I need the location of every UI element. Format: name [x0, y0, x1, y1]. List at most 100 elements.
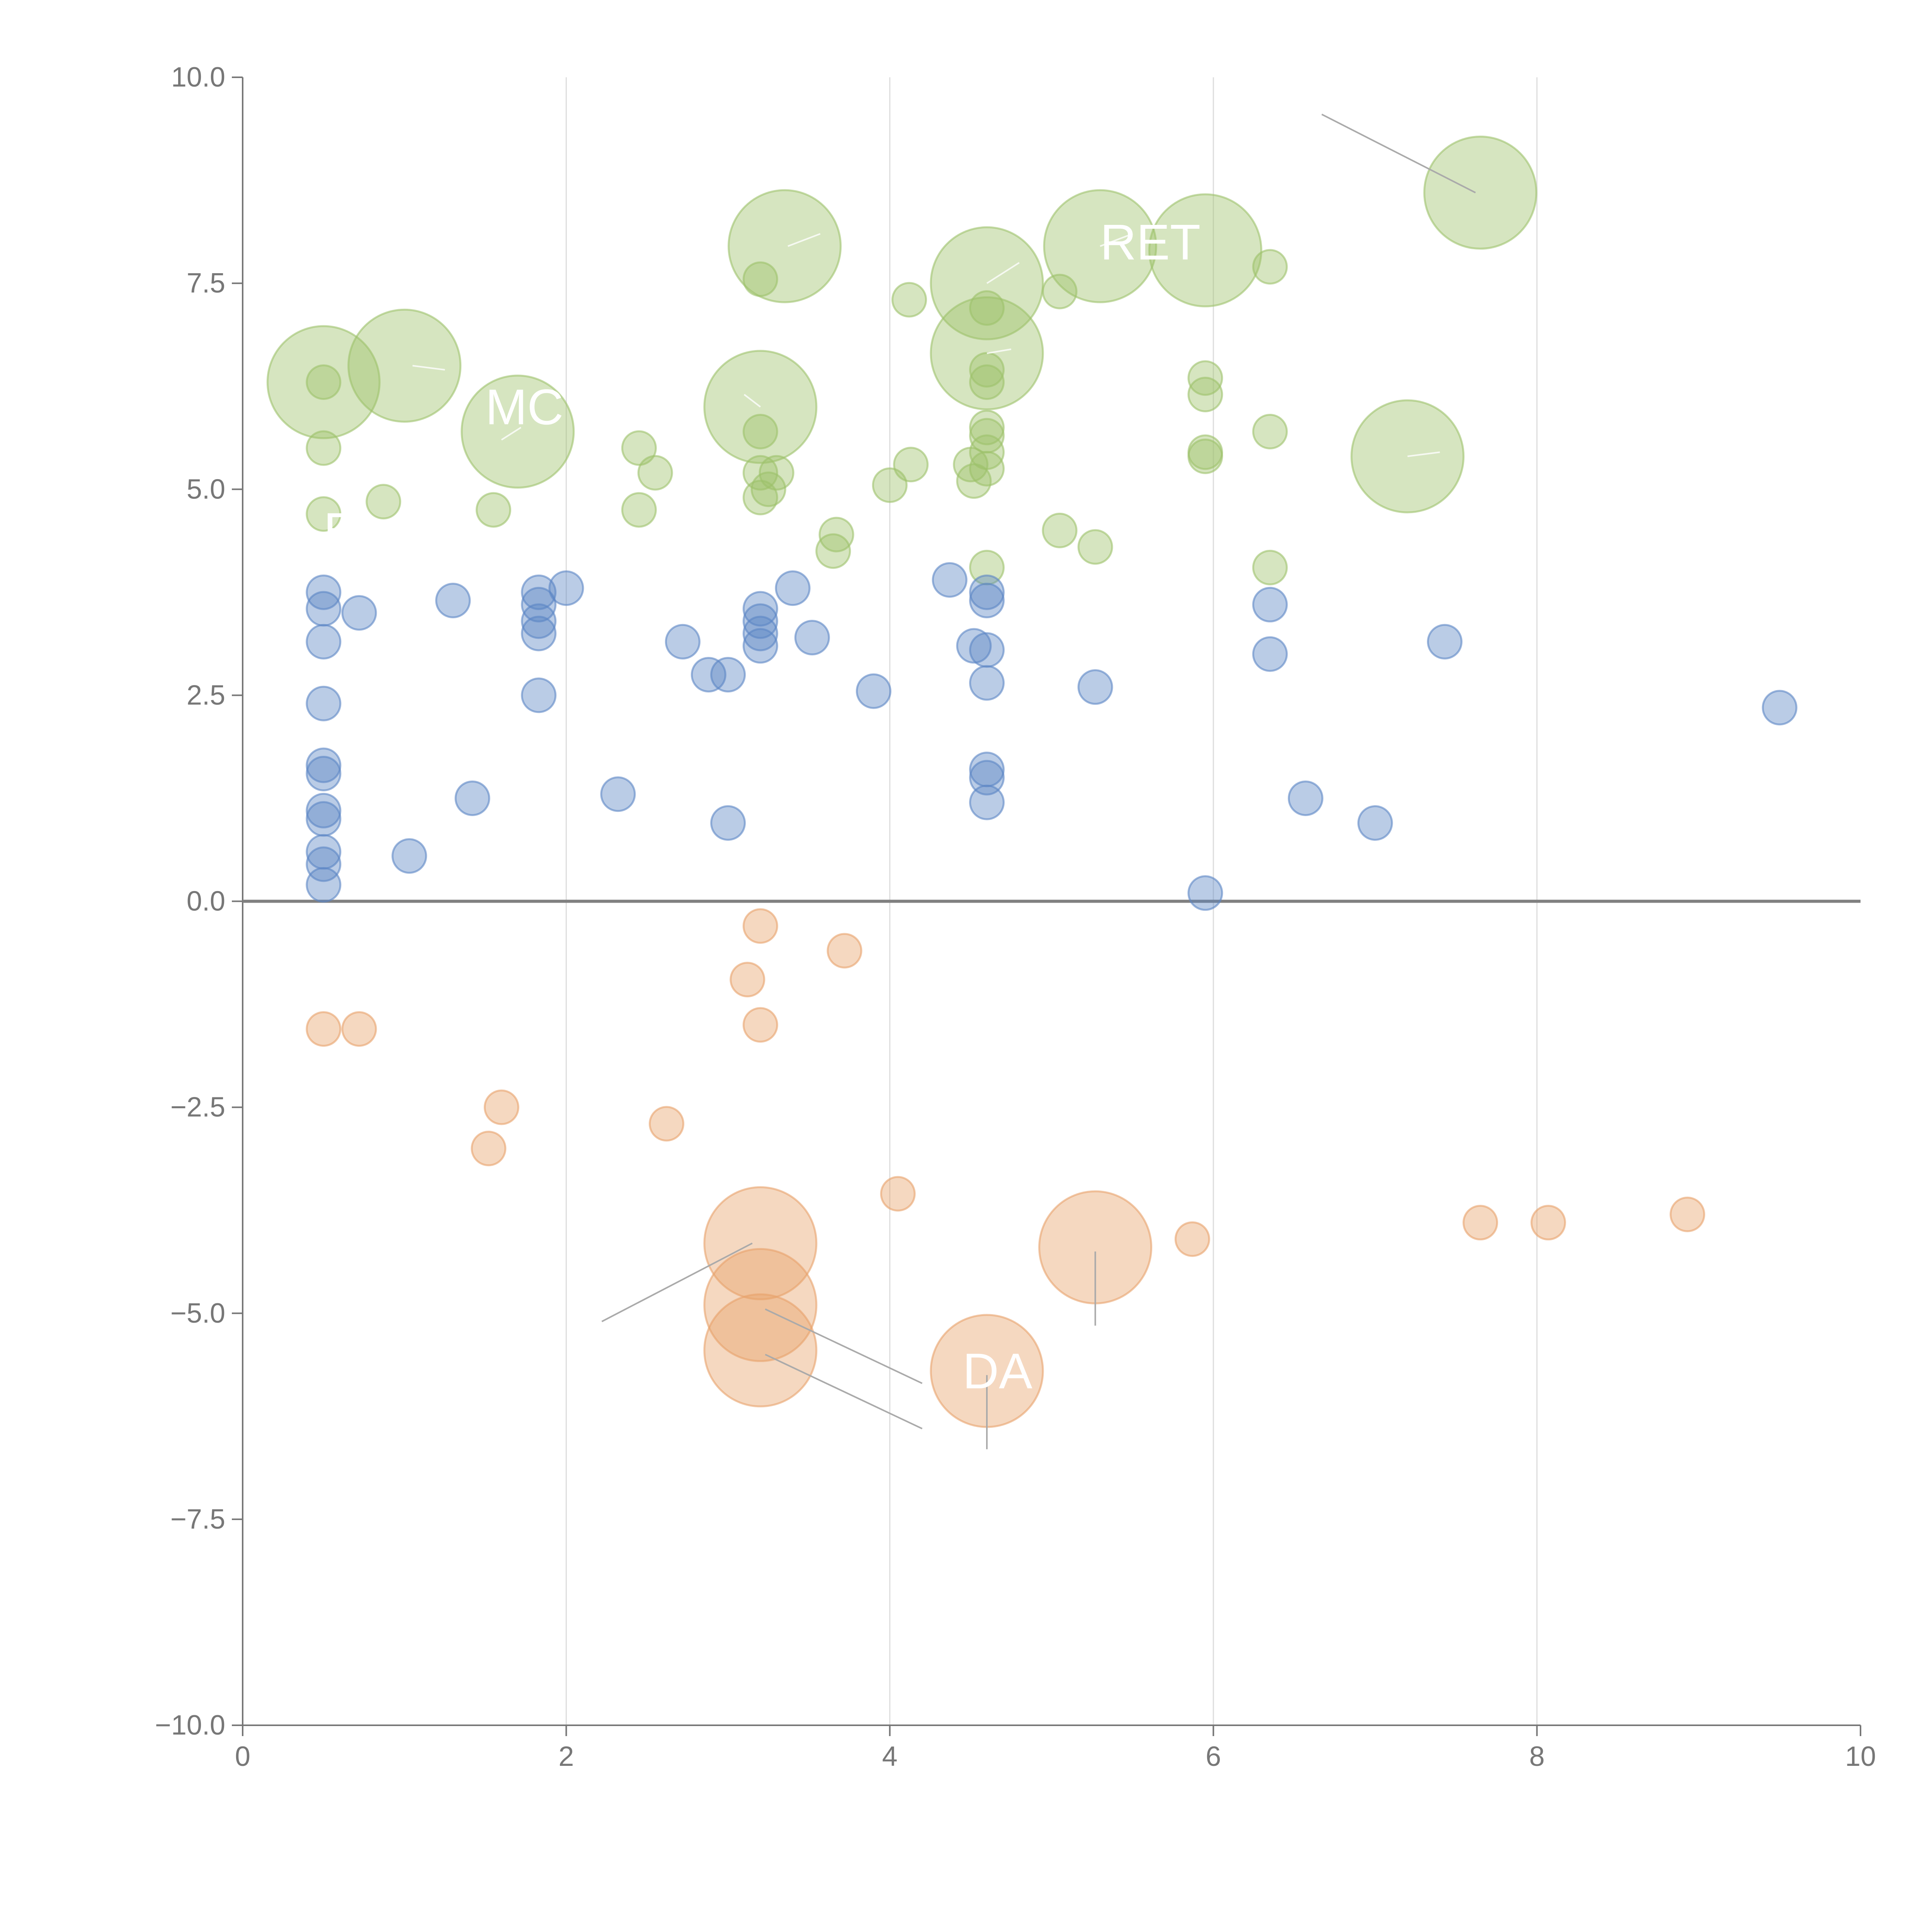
blue-bubble — [969, 784, 1005, 820]
orange-bubble — [1174, 1221, 1210, 1257]
green-bubble — [366, 484, 401, 520]
orange-bubble — [471, 1131, 507, 1167]
blue-bubble — [1187, 875, 1223, 911]
orange-bubble — [703, 1248, 818, 1362]
green-bubble — [818, 517, 854, 553]
green-bubble — [266, 325, 381, 439]
blue-bubble — [1427, 624, 1463, 660]
leader-line — [601, 1242, 753, 1322]
green-bubble — [306, 430, 342, 466]
y-tick-label: −10.0 — [155, 1710, 225, 1741]
green-bubble — [621, 430, 657, 466]
orange-bubble — [730, 962, 765, 998]
green-bubble — [1252, 413, 1288, 449]
green-bubble — [759, 455, 794, 491]
orange-bubble — [483, 1089, 519, 1125]
bubble-label: MC — [485, 379, 563, 435]
y-tick-label: −2.5 — [170, 1092, 225, 1123]
leader-line — [765, 1354, 923, 1430]
x-tick-label: 6 — [1206, 1741, 1221, 1772]
orange-bubble — [648, 1106, 684, 1142]
orange-bubble — [703, 1293, 818, 1408]
green-bubble — [728, 189, 842, 303]
blue-bubble — [932, 562, 968, 598]
green-bubble — [891, 282, 927, 318]
blue-bubble — [969, 574, 1005, 610]
green-bubble — [1148, 193, 1262, 308]
orange-bubble — [341, 1011, 377, 1047]
blue-bubble — [1357, 805, 1393, 841]
blue-bubble — [1287, 780, 1323, 816]
orange-bubble — [742, 908, 778, 944]
leader-line — [787, 233, 821, 247]
green-bubble — [1077, 529, 1113, 565]
blue-bubble — [775, 570, 811, 606]
blue-bubble — [391, 838, 427, 874]
green-bubble — [347, 308, 462, 423]
green-bubble — [306, 496, 342, 532]
leader-line — [765, 1308, 923, 1384]
blue-bubble — [1252, 636, 1288, 672]
orange-bubble — [1669, 1196, 1705, 1232]
blue-bubble — [710, 657, 746, 693]
x-tick-label: 2 — [558, 1741, 574, 1772]
blue-bubble — [521, 677, 557, 713]
leader-line — [1321, 114, 1476, 194]
green-bubble — [621, 492, 657, 528]
leader-line — [1407, 451, 1440, 457]
bubble-label: RET — [1100, 214, 1201, 270]
green-bubble — [742, 480, 778, 515]
leader-line — [412, 365, 445, 371]
blue-bubble — [306, 755, 342, 791]
blue-bubble — [435, 583, 471, 619]
leader-lines — [412, 114, 1476, 1449]
blue-bubble — [742, 628, 778, 664]
green-bubble — [1187, 438, 1223, 474]
green-bubble — [1423, 136, 1537, 250]
blue-bubble — [306, 793, 342, 828]
annotation-labels: MC RET E DA — [323, 214, 1201, 1400]
bubble-label: DA — [963, 1343, 1032, 1399]
blue-bubble — [306, 747, 342, 783]
orange-bubble — [1530, 1205, 1566, 1241]
blue-bubble — [548, 570, 584, 606]
green-bubble — [969, 410, 1005, 446]
x-tick-label: 0 — [235, 1741, 250, 1772]
leader-line — [1100, 233, 1133, 247]
blue-bubble — [710, 805, 746, 841]
blue-bubble — [969, 632, 1005, 668]
blue-bubble — [690, 657, 726, 693]
blue-bubble — [306, 685, 342, 721]
bubbles — [266, 136, 1798, 1428]
y-tick-label: 7.5 — [187, 268, 225, 299]
x-tick-label: 8 — [1529, 1741, 1545, 1772]
green-bubble — [742, 261, 778, 297]
green-bubble — [1042, 274, 1078, 310]
green-bubble — [1252, 549, 1288, 585]
green-bubble — [475, 492, 511, 528]
y-tick-label: 5.0 — [187, 474, 225, 505]
blue-bubble — [306, 846, 342, 882]
orange-bubble — [703, 1186, 818, 1300]
blue-bubble — [306, 867, 342, 903]
green-bubble — [969, 290, 1005, 326]
blue-bubble — [969, 665, 1005, 701]
green-bubble — [1252, 249, 1288, 285]
tick-labels: 0 2 4 6 8 10 10.0 7.5 5.0 2.5 0.0 −2.5 −5.0 −7.5 −10.0 — [155, 62, 1876, 1772]
bubble-label: E — [323, 502, 357, 559]
blue-bubble — [341, 595, 377, 631]
blue-bubble — [1077, 669, 1113, 705]
leader-line — [986, 348, 1012, 354]
blue-bubble — [454, 780, 490, 816]
blue-bubble — [794, 620, 830, 656]
blue-bubble — [665, 624, 701, 660]
y-tick-label: 0.0 — [187, 886, 225, 917]
orange-bubble — [306, 1011, 342, 1047]
blue-bubble — [521, 603, 557, 639]
y-tick-label: 2.5 — [187, 680, 225, 711]
blue-bubble — [306, 801, 342, 837]
blue-bubble — [521, 574, 557, 610]
blue-bubble — [742, 616, 778, 651]
green-bubble — [1042, 512, 1078, 548]
